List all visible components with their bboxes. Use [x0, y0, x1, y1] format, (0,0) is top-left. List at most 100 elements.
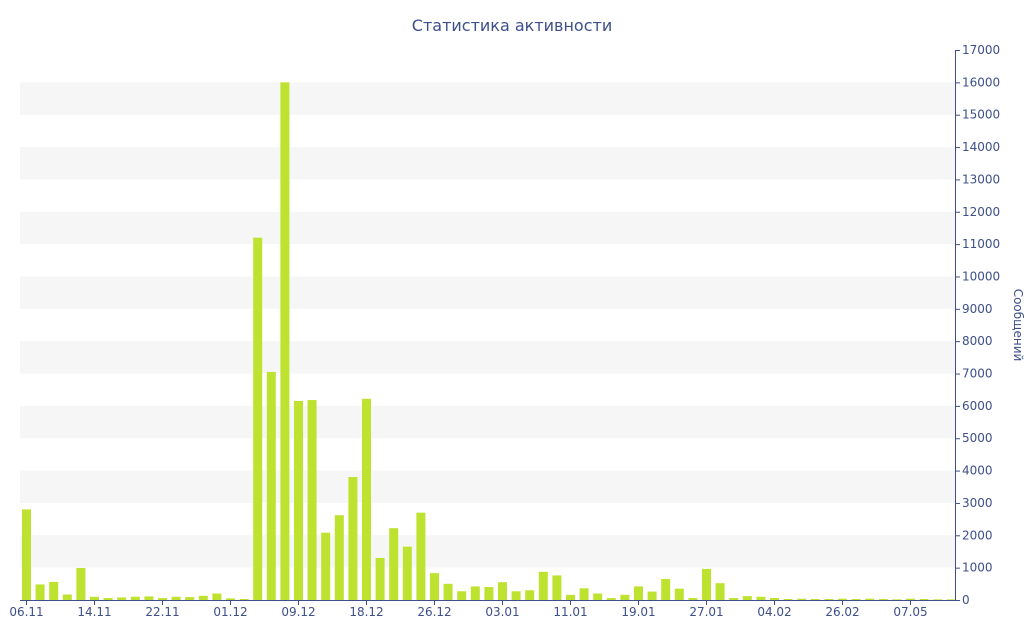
bar — [919, 599, 929, 600]
x-tick-label: 06.11 — [9, 605, 43, 619]
grid-band — [20, 82, 955, 115]
y-tick-label: 11000 — [962, 237, 1000, 251]
grid-band — [20, 147, 955, 180]
bar — [634, 586, 643, 600]
grid-band — [20, 211, 955, 245]
y-tick-label: 8000 — [962, 334, 993, 348]
bar — [348, 477, 358, 600]
bar — [878, 599, 888, 600]
bar — [470, 586, 480, 600]
bar — [498, 582, 507, 600]
bar — [797, 598, 807, 600]
bar — [606, 598, 616, 600]
x-tick-label: 07.05 — [893, 605, 927, 619]
bar — [90, 596, 99, 600]
bar — [307, 400, 317, 600]
x-tick-label: 14.11 — [77, 605, 111, 619]
x-tick-label: 03.01 — [485, 605, 519, 619]
x-tick-label: 01.12 — [213, 605, 247, 619]
bar — [770, 598, 779, 600]
bar — [389, 528, 399, 600]
bar — [661, 578, 671, 600]
bar — [647, 591, 657, 600]
x-tick-label: 04.02 — [757, 605, 791, 619]
y-tick-label: 14000 — [962, 140, 1000, 154]
y-tick-label: 3000 — [962, 496, 993, 510]
bar — [280, 82, 290, 600]
bar — [416, 512, 426, 600]
bar — [756, 596, 766, 600]
y-tick-label: 12000 — [962, 205, 1000, 219]
bar — [171, 596, 181, 600]
grid-band — [20, 405, 955, 439]
x-tick-label: 26.12 — [417, 605, 451, 619]
x-tick-label: 19.01 — [621, 605, 655, 619]
bar — [715, 583, 725, 600]
bar — [35, 584, 45, 600]
bar — [742, 596, 752, 600]
bar — [906, 598, 915, 600]
bar — [484, 587, 494, 600]
bar-series — [22, 82, 956, 600]
bar — [593, 593, 603, 600]
bar — [851, 599, 861, 600]
x-tick-label: 18.12 — [349, 605, 383, 619]
bar — [294, 401, 303, 600]
bar — [566, 594, 575, 600]
y-tick-label: 15000 — [962, 108, 1000, 122]
y-tick-label: 9000 — [962, 302, 993, 316]
y-tick-label: 7000 — [962, 367, 993, 381]
bar — [810, 599, 820, 600]
bar — [430, 573, 439, 600]
bar — [62, 594, 72, 600]
bar — [226, 598, 235, 600]
bar — [946, 599, 956, 600]
y-axis-ticks: 0 1000 2000 3000 4000 5000 6000 7000 8000 9000 100… — [955, 43, 1000, 607]
bar — [362, 398, 371, 600]
bar — [375, 557, 385, 600]
bar — [865, 598, 875, 600]
bar — [702, 568, 711, 600]
y-tick-label: 2000 — [962, 528, 993, 542]
bar — [688, 598, 698, 600]
grid-band — [20, 535, 955, 568]
bar — [253, 237, 263, 600]
bar — [620, 594, 630, 600]
bar — [158, 598, 167, 600]
bar — [321, 532, 331, 600]
y-tick-label: 5000 — [962, 431, 993, 445]
bar — [185, 597, 195, 600]
bar — [49, 581, 59, 600]
chart-title: Статистика активности — [412, 16, 612, 35]
y-tick-label: 4000 — [962, 464, 993, 478]
x-tick-label: 09.12 — [281, 605, 315, 619]
grid-band — [20, 341, 955, 374]
bar — [579, 588, 589, 600]
y-tick-label: 0 — [962, 593, 970, 607]
y-tick-label: 16000 — [962, 75, 1000, 89]
bar — [144, 596, 154, 600]
bar — [729, 598, 739, 600]
bar — [838, 598, 847, 600]
bar — [674, 588, 684, 600]
bar — [266, 371, 276, 600]
x-axis-ticks: 06.11 14.11 22.11 01.12 09.12 18.12 26.12 03.01… — [9, 600, 928, 619]
bar — [239, 599, 249, 600]
x-tick-label: 11.01 — [553, 605, 587, 619]
bar — [824, 599, 834, 600]
bar — [457, 591, 467, 600]
bar — [130, 596, 140, 600]
x-tick-label: 26.02 — [825, 605, 859, 619]
y-tick-label: 1000 — [962, 561, 993, 575]
bar — [525, 590, 535, 600]
grid-bands — [20, 82, 955, 568]
x-tick-label: 22.11 — [145, 605, 179, 619]
bar — [103, 598, 113, 600]
bar — [22, 509, 31, 600]
y-tick-label: 17000 — [962, 43, 1000, 57]
bar — [511, 591, 521, 600]
bar — [212, 593, 222, 600]
bar — [198, 595, 208, 600]
bar — [538, 571, 548, 600]
